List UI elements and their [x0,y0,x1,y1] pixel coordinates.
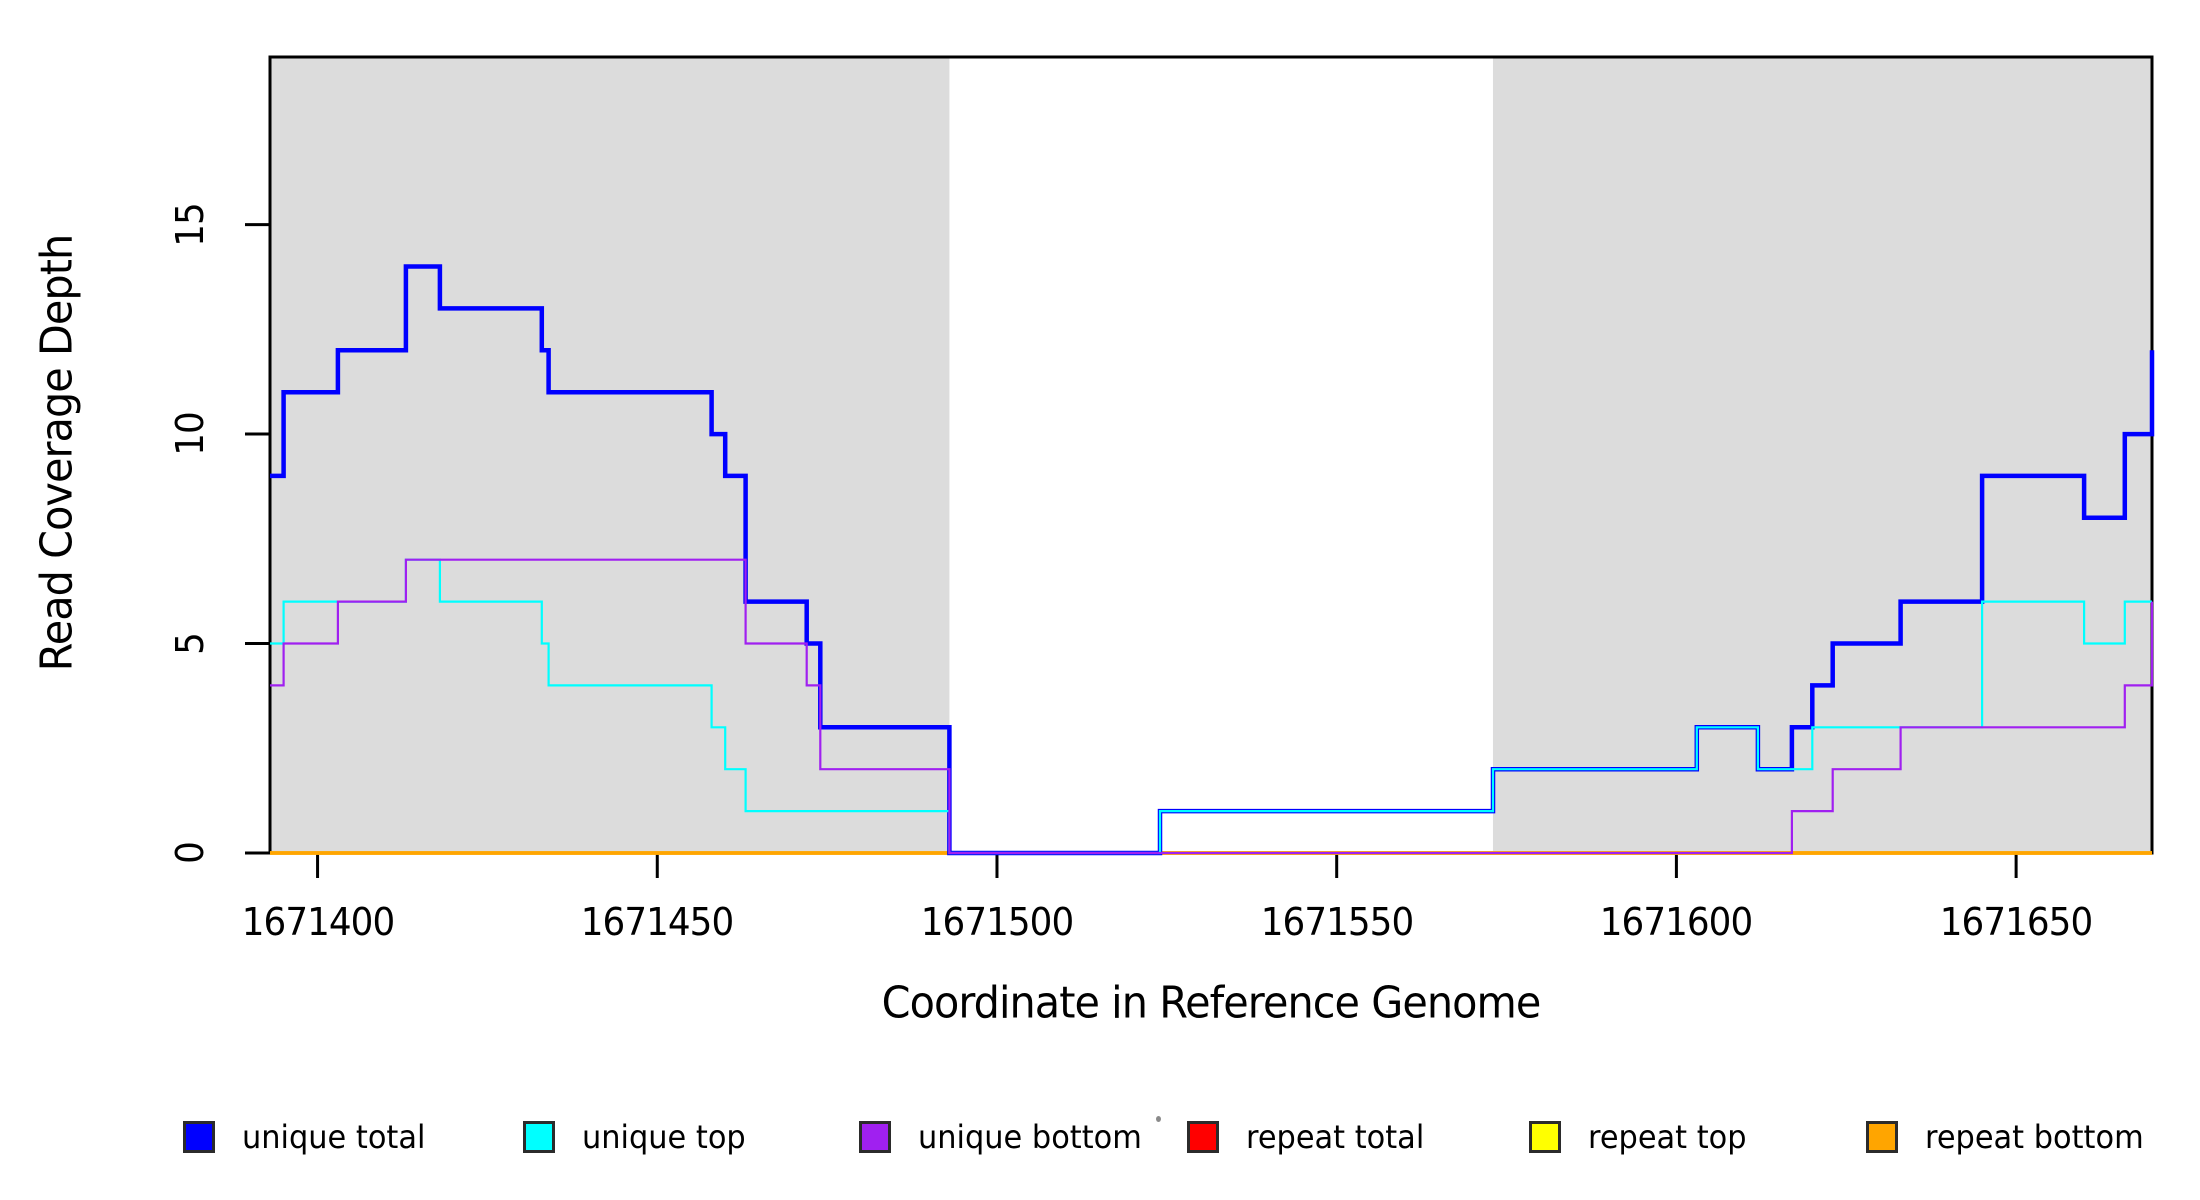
legend-item: unique top [523,1118,754,1156]
x-tick-label: 1671650 [1939,900,2093,944]
legend-item: unique bottom [859,1118,1154,1156]
y-tick-label: 10 [168,412,212,456]
y-axis-title: Read Coverage Depth [31,234,83,672]
series-line-unique-bottom [270,558,2154,855]
x-tick-label: 1671600 [1600,900,1753,944]
legend-item: repeat total [1187,1118,1434,1156]
legend-swatch-unique-total [183,1121,215,1153]
legend-item: repeat top [1529,1118,1755,1156]
stray-dot-artifact [1156,1116,1161,1122]
shaded-region [270,57,950,853]
legend-swatch-repeat-total [1187,1121,1219,1153]
legend-label: unique top [582,1118,746,1156]
legend-swatch-repeat-top [1529,1121,1561,1153]
legend-swatch-unique-bottom [859,1121,891,1153]
legend-label: repeat bottom [1925,1118,2144,1156]
x-tick-label: 1671400 [241,900,394,944]
x-axis-title: Coordinate in Reference Genome [881,977,1542,1029]
x-tick-label: 1671550 [1260,900,1413,944]
legend-item: unique total [183,1118,435,1156]
y-tick-label: 5 [168,632,212,655]
legend-label: unique bottom [918,1118,1142,1156]
legend-swatch-unique-top [523,1121,555,1153]
shaded-region [1492,57,2152,853]
y-tick-label: 15 [168,202,212,247]
legend-label: repeat total [1246,1118,1425,1156]
legend-label: repeat top [1588,1118,1747,1156]
x-tick-label: 1671500 [920,900,1074,944]
legend-label: unique total [242,1118,426,1156]
legend-item: repeat bottom [1866,1118,2155,1156]
x-tick-label: 1671450 [581,900,734,944]
legend-swatch-repeat-bottom [1866,1121,1898,1153]
y-tick-label: 0 [168,842,212,864]
